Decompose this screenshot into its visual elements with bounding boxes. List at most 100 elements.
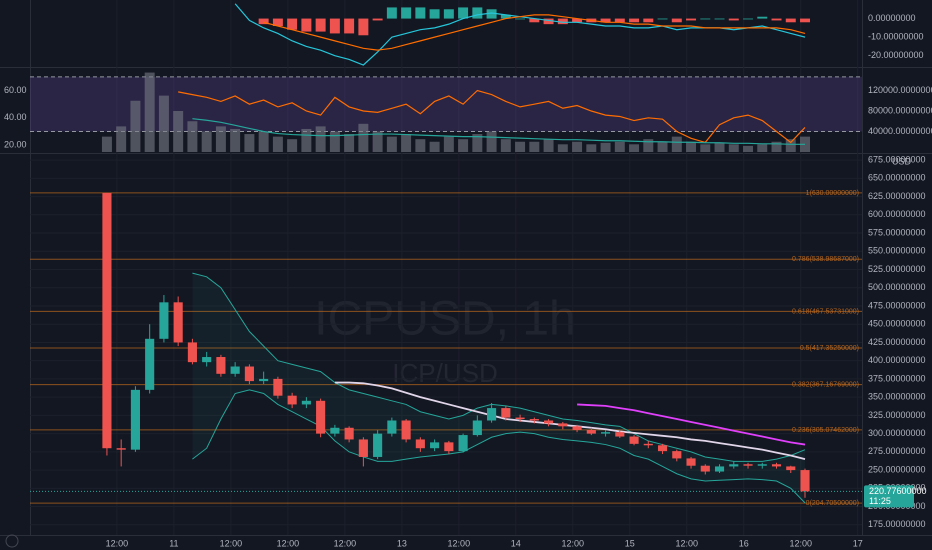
bollinger-fill (192, 273, 806, 503)
volume-bar (500, 139, 511, 152)
volume-bar (529, 141, 540, 152)
volume-bar (344, 134, 355, 152)
volume-bar (643, 139, 654, 152)
candle-body (216, 357, 226, 374)
volume-bar (800, 136, 810, 152)
volume-bar (686, 141, 697, 152)
volume-bar (201, 131, 212, 152)
moving-average (334, 381, 806, 461)
candle-body (130, 389, 140, 450)
candle-body (601, 432, 611, 434)
candle-body (657, 445, 668, 452)
volume-bar (700, 144, 711, 152)
candle-body (472, 420, 482, 436)
volume-bar (158, 95, 169, 152)
volume-bar (757, 144, 768, 152)
macd-histogram-bar (287, 18, 298, 30)
last-price-tag (864, 485, 914, 508)
y-tick-label: 375.00000000 (868, 373, 926, 383)
volume-bar (272, 136, 283, 152)
x-tick-label: 17 (853, 538, 863, 548)
last-price-label: 220.77600000 (869, 486, 927, 496)
last-price-time: 11:25 (869, 496, 891, 506)
candle-body (316, 400, 326, 434)
volume-bar (415, 139, 426, 152)
candle-body (273, 378, 283, 396)
rsi-band (30, 76, 862, 132)
watermark-symbol: ICPUSD, 1h (314, 293, 575, 346)
y-tick-label: 675.00000000 (868, 154, 926, 164)
macd-histogram-bar (700, 18, 711, 20)
macd-histogram-bar (714, 18, 725, 20)
macd-histogram-bar (600, 18, 611, 23)
candle-body (301, 400, 311, 405)
x-tick-label: 12:00 (562, 538, 585, 548)
macd-histogram-bar (800, 18, 810, 23)
macd-histogram-bar (771, 18, 782, 21)
y-tick-label: 625.00000000 (868, 191, 926, 201)
candle-body (615, 432, 625, 437)
volume-bar (287, 139, 298, 152)
y-tick-label: 120000.00000000 (868, 85, 932, 95)
candle-body (202, 357, 212, 363)
macd-histogram-bar (743, 18, 754, 20)
x-tick-label: 15 (625, 538, 635, 548)
candle-body (259, 378, 269, 382)
macd-histogram-bar (458, 7, 469, 19)
macd-histogram-bar (557, 18, 568, 25)
candle-body (430, 442, 440, 449)
x-tick-label: 14 (511, 538, 521, 548)
volume-bar (458, 139, 469, 152)
volume-bar (543, 139, 554, 152)
y-tick-label: 40000.00000000 (868, 126, 932, 136)
macd-histogram-bar (757, 16, 768, 19)
y-tick-label: 650.00000000 (868, 173, 926, 183)
y-tick-label: 400.00000000 (868, 355, 926, 365)
macd-histogram-bar (728, 18, 739, 21)
macd-histogram-bar (629, 18, 640, 23)
macd-histogram-bar (272, 18, 283, 26)
volume-bar (771, 141, 782, 152)
indicator-line (192, 118, 806, 145)
candle-body (159, 302, 169, 339)
y-tick-label: 60.00 (4, 85, 27, 95)
volume-bar (629, 144, 640, 152)
volume-bar (130, 100, 141, 152)
macd-histogram-bar (401, 7, 412, 19)
candle-body (458, 435, 468, 452)
candle-body (800, 470, 810, 492)
y-tick-label: 550.00000000 (868, 246, 926, 256)
y-tick-label: 175.00000000 (868, 519, 926, 529)
volume-bar (187, 121, 198, 152)
volume-bar (144, 72, 155, 152)
y-tick-label: -20.00000000 (868, 50, 924, 60)
candle-body (643, 443, 653, 446)
scale-icon[interactable] (5, 534, 19, 548)
candle-body (515, 417, 525, 420)
x-tick-label: 16 (739, 538, 749, 548)
volume-bar (329, 131, 340, 152)
candle-body (344, 427, 354, 440)
volume-bar (429, 141, 440, 152)
y-tick-label: 450.00000000 (868, 319, 926, 329)
y-tick-label: 350.00000000 (868, 392, 926, 402)
candle-body (714, 466, 725, 472)
y-tick-label: 250.00000000 (868, 464, 926, 474)
volume-bar (743, 145, 754, 152)
volume-bar (244, 134, 255, 152)
candle-body (102, 192, 112, 449)
volume-bar (301, 128, 312, 152)
y-tick-label: 0.00000000 (868, 13, 916, 23)
bollinger-upper (192, 272, 806, 462)
macd-histogram-bar (543, 18, 554, 25)
macd-histogram-bar (500, 14, 511, 19)
candle-body (187, 342, 197, 363)
volume-bar (372, 131, 383, 152)
candle-body (330, 427, 340, 434)
candle-body (487, 408, 497, 421)
candle-body (501, 408, 511, 418)
y-tick-label: 20.00 (4, 140, 27, 150)
volume-bar (401, 134, 412, 152)
volume-bar (728, 144, 739, 152)
candle-body (415, 439, 425, 449)
